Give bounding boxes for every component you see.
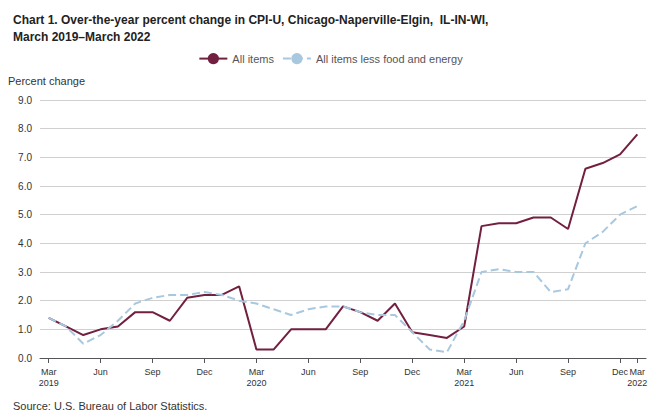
svg-text:2019: 2019 — [39, 378, 59, 388]
svg-text:1.0: 1.0 — [18, 324, 32, 335]
svg-text:5.0: 5.0 — [18, 209, 32, 220]
svg-text:Percent change: Percent change — [8, 75, 85, 87]
svg-text:Jun: Jun — [93, 367, 108, 377]
svg-text:3.0: 3.0 — [18, 267, 32, 278]
svg-text:2.0: 2.0 — [18, 295, 32, 306]
svg-text:6.0: 6.0 — [18, 181, 32, 192]
svg-text:2021: 2021 — [454, 378, 474, 388]
svg-text:Dec: Dec — [612, 367, 629, 377]
svg-text:Mar: Mar — [41, 367, 57, 377]
svg-text:All items less food and energy: All items less food and energy — [316, 53, 463, 65]
svg-text:0.0: 0.0 — [18, 353, 32, 364]
svg-text:4.0: 4.0 — [18, 238, 32, 249]
svg-text:Source: U.S. Bureau of Labor S: Source: U.S. Bureau of Labor Statistics. — [13, 400, 207, 412]
svg-text:2020: 2020 — [246, 378, 266, 388]
svg-text:Dec: Dec — [404, 367, 421, 377]
svg-text:2022: 2022 — [627, 378, 647, 388]
svg-text:9.0: 9.0 — [18, 95, 32, 106]
svg-text:Mar: Mar — [249, 367, 265, 377]
svg-text:Jun: Jun — [301, 367, 316, 377]
svg-text:Sep: Sep — [352, 367, 368, 377]
svg-text:Sep: Sep — [145, 367, 161, 377]
svg-text:Mar: Mar — [456, 367, 472, 377]
svg-text:March 2019–March 2022: March 2019–March 2022 — [13, 30, 151, 44]
svg-text:7.0: 7.0 — [18, 152, 32, 163]
svg-text:Mar: Mar — [630, 367, 646, 377]
svg-text:All items: All items — [232, 53, 274, 65]
svg-text:Jun: Jun — [509, 367, 524, 377]
svg-text:Dec: Dec — [196, 367, 213, 377]
svg-text:8.0: 8.0 — [18, 123, 32, 134]
svg-text:Sep: Sep — [560, 367, 576, 377]
svg-text:Chart 1. Over-the-year percent: Chart 1. Over-the-year percent change in… — [13, 13, 488, 27]
